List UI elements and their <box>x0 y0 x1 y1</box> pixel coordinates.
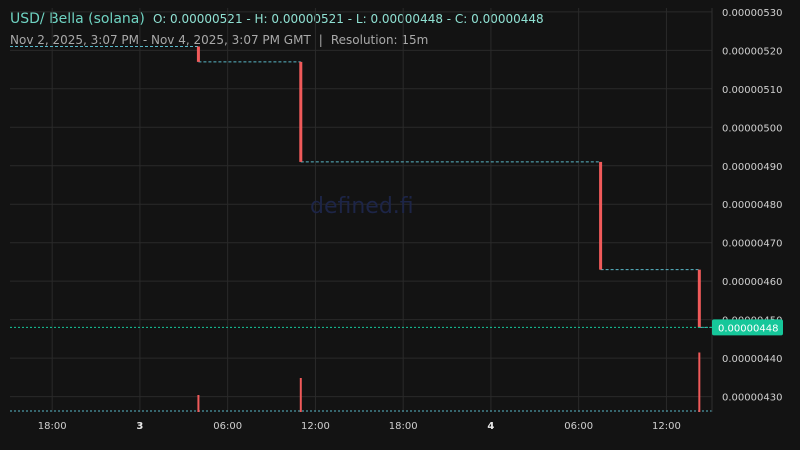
x-tick-label: 3 <box>136 421 143 432</box>
resolution-label: Resolution: 15m <box>330 33 429 47</box>
x-tick-label: 06:00 <box>564 421 593 432</box>
down-candle[interactable] <box>196 46 200 62</box>
price-series <box>10 45 712 328</box>
x-axis-labels: 18:00 3 06:00 12:00 18:00 4 06:00 12:00 <box>38 421 681 432</box>
down-candle[interactable] <box>599 161 603 270</box>
y-tick-label: 0.00000530 <box>722 8 782 19</box>
chart-header: USD/ Bella (solana) O: 0.00000521 - H: 0… <box>10 11 544 47</box>
y-tick-label: 0.00000470 <box>722 239 782 250</box>
y-axis-labels: 0.00000530 0.00000520 0.00000510 0.00000500… <box>722 8 782 404</box>
y-tick-label: 0.00000430 <box>722 393 782 404</box>
last-price-marker: 0.00000448 <box>10 319 783 336</box>
down-candle[interactable] <box>299 61 303 162</box>
last-price-label: 0.00000448 <box>718 323 778 334</box>
y-tick-label: 0.00000490 <box>722 162 782 173</box>
title-line: USD/ Bella (solana) O: 0.00000521 - H: 0… <box>10 11 544 27</box>
last-price-badge <box>712 319 783 336</box>
y-tick-label: 0.00000510 <box>722 85 782 96</box>
volume-bars <box>10 352 712 412</box>
x-tick-label: 12:00 <box>652 421 681 432</box>
y-tick-label: 0.00000520 <box>722 46 782 57</box>
y-tick-label: 0.00000440 <box>722 354 782 365</box>
range-line: Nov 2, 2025, 3:07 PM - Nov 4, 2025, 3:07… <box>10 33 544 47</box>
pair-title: USD/ Bella (solana) <box>10 11 145 27</box>
date-range: Nov 2, 2025, 3:07 PM - Nov 4, 2025, 3:07… <box>10 33 311 47</box>
ohlc-readout: O: 0.00000521 - H: 0.00000521 - L: 0.000… <box>152 12 544 26</box>
x-tick-label: 12:00 <box>301 421 330 432</box>
y-tick-label: 0.00000460 <box>722 277 782 288</box>
y-tick-label: 0.00000500 <box>722 123 782 134</box>
x-tick-label: 06:00 <box>213 421 242 432</box>
watermark: defined.fi <box>310 194 414 219</box>
x-tick-label: 18:00 <box>389 421 418 432</box>
down-candle[interactable] <box>697 269 701 328</box>
y-tick-label: 0.00000480 <box>722 200 782 211</box>
x-tick-label: 4 <box>487 421 494 432</box>
separator: | <box>318 33 323 47</box>
down-candles <box>196 46 701 328</box>
x-tick-label: 18:00 <box>38 421 67 432</box>
grid <box>10 8 712 412</box>
